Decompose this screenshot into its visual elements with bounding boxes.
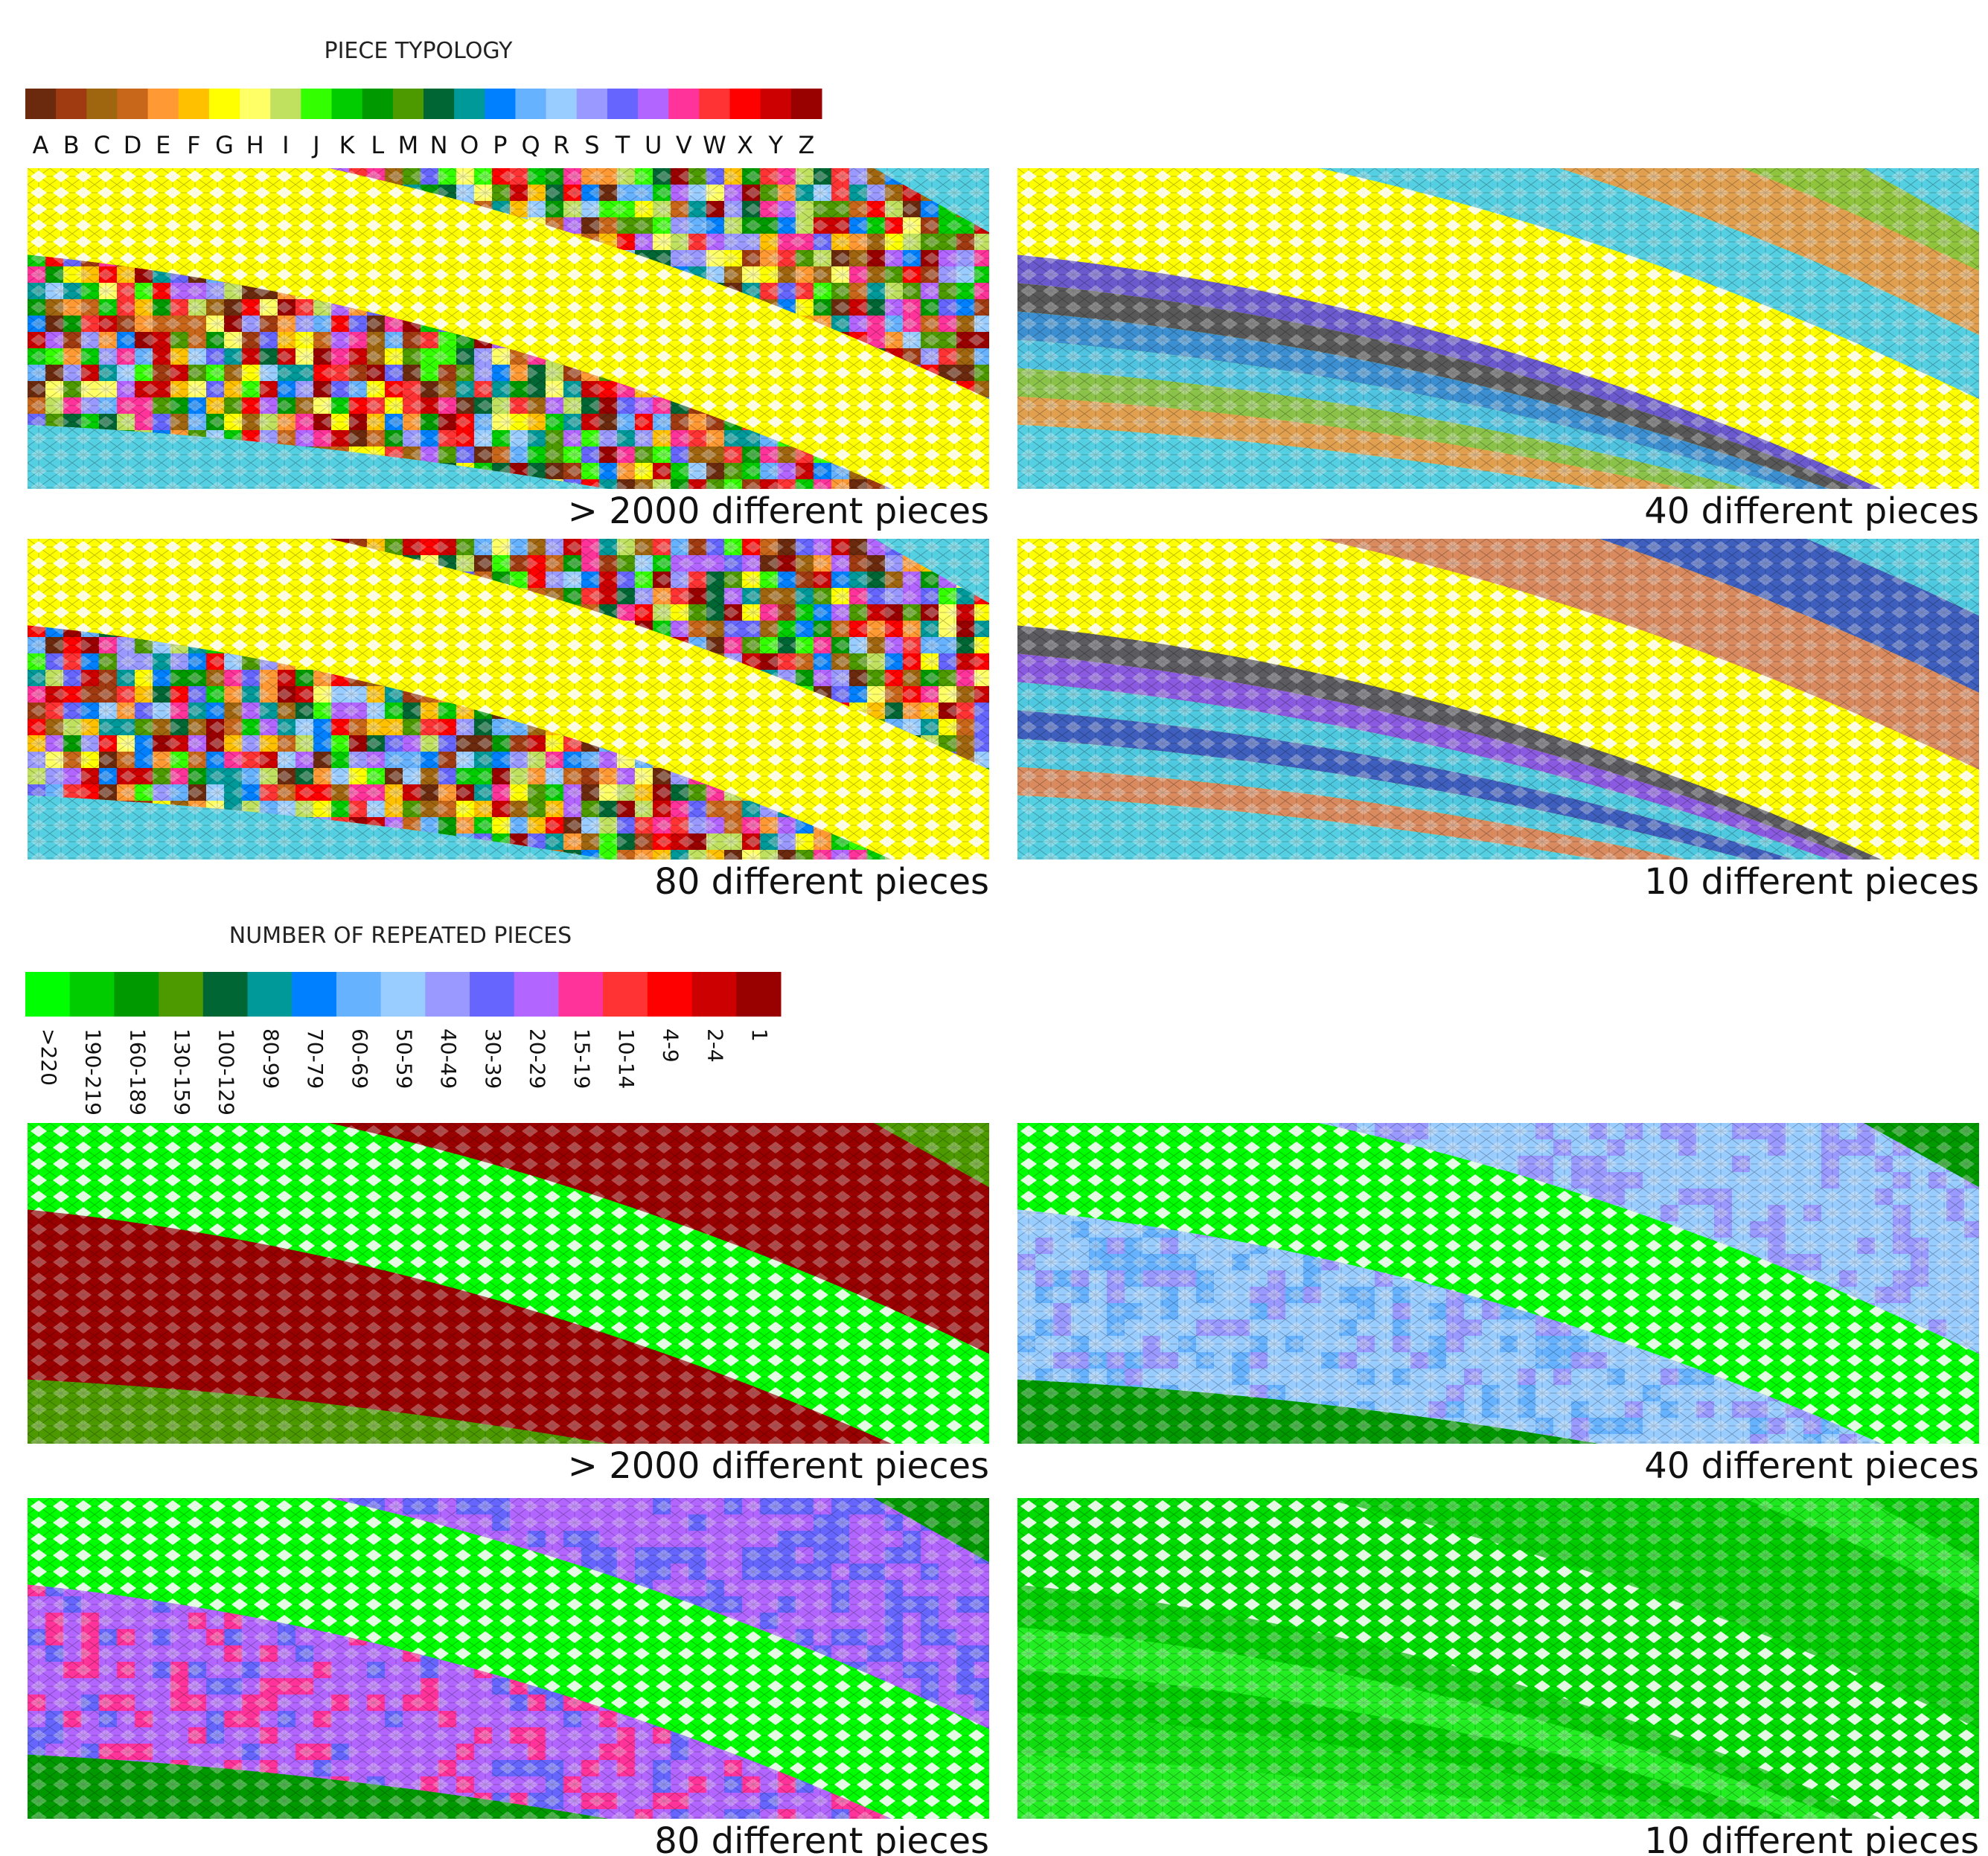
legend-label: 130-159 — [170, 1028, 194, 1116]
legend-label: 4-9 — [659, 1028, 683, 1063]
caption: 40 different pieces — [1644, 490, 1979, 532]
legend-swatch — [179, 89, 210, 119]
legend-swatch — [736, 972, 781, 1017]
legend-swatch — [336, 972, 381, 1017]
legend-swatch — [470, 972, 514, 1017]
legend-swatch — [761, 89, 792, 119]
legend-label: 2-4 — [703, 1028, 727, 1063]
caption: > 2000 different pieces — [568, 490, 989, 532]
legend-label: T — [615, 131, 630, 159]
legend-swatch — [148, 89, 179, 119]
legend-label: M — [398, 131, 419, 159]
legend-label: Q — [521, 131, 540, 159]
legend-swatch — [515, 89, 546, 119]
legend-swatch — [332, 89, 363, 119]
legend-label: 70-79 — [303, 1028, 327, 1089]
legend-swatch — [117, 89, 148, 119]
legend-label: P — [493, 131, 507, 159]
legend-swatch — [56, 89, 87, 119]
legend-swatch — [301, 89, 332, 119]
legend-swatch — [607, 89, 639, 119]
legend-label: 50-59 — [392, 1028, 417, 1089]
legend-swatch — [668, 89, 700, 119]
legend-label: 190-219 — [81, 1028, 106, 1116]
region — [1017, 0, 1979, 78]
legend-label: 60-69 — [348, 1028, 372, 1089]
legend-label: E — [156, 131, 170, 159]
legend-swatch — [25, 972, 70, 1017]
legend-swatch — [270, 89, 301, 119]
legend-swatch — [514, 972, 559, 1017]
legend-swatch — [638, 89, 669, 119]
legend-label: V — [676, 131, 692, 159]
panel — [1017, 0, 1979, 569]
legend-swatch — [692, 972, 737, 1017]
legend-swatch — [393, 89, 424, 119]
legend-swatch — [485, 89, 516, 119]
caption: > 2000 different pieces — [568, 1445, 989, 1487]
legend-label: 160-189 — [125, 1028, 150, 1116]
legend-label: 20-29 — [525, 1028, 550, 1089]
panel — [28, 0, 992, 569]
legend-label: 30-39 — [481, 1028, 505, 1089]
legend-swatch — [209, 89, 240, 119]
legend-swatch — [546, 89, 578, 119]
legend-label: 40-49 — [436, 1028, 461, 1089]
legend-swatch — [424, 89, 455, 119]
legend-label: 100-129 — [214, 1028, 239, 1116]
legend-label: O — [460, 131, 479, 159]
legend-swatch — [292, 972, 336, 1017]
legend-label: J — [311, 131, 319, 159]
legend-label: 10-14 — [614, 1028, 639, 1089]
legend-label: Z — [798, 131, 814, 159]
legend-swatch — [159, 972, 203, 1017]
legend-swatch — [425, 972, 470, 1017]
legend-swatch — [362, 89, 394, 119]
legend-label: I — [282, 131, 289, 159]
legend-title: NUMBER OF REPEATED PIECES — [229, 923, 572, 949]
legend-label: K — [339, 131, 356, 159]
legend-swatch — [454, 89, 485, 119]
legend-swatch — [70, 972, 115, 1017]
legend-label: L — [371, 131, 384, 159]
legend-label: H — [246, 131, 264, 159]
legend-swatch — [240, 89, 271, 119]
legend-swatch — [114, 972, 159, 1017]
legend-label: N — [430, 131, 448, 159]
caption: 80 different pieces — [654, 861, 989, 903]
caption: 10 different pieces — [1644, 861, 1979, 903]
legend-swatch — [558, 972, 603, 1017]
legend-label: X — [737, 131, 753, 159]
legend-swatch — [86, 89, 118, 119]
legend-label: B — [63, 131, 80, 159]
legend-label: 80-99 — [258, 1028, 283, 1089]
legend-label: S — [584, 131, 599, 159]
legend-swatch — [203, 972, 248, 1017]
legend-label: G — [215, 131, 234, 159]
legend-label: C — [94, 131, 110, 159]
legend-swatch — [648, 972, 692, 1017]
legend-label: U — [645, 131, 662, 159]
legend-label: D — [124, 131, 142, 159]
region — [1017, 0, 1979, 143]
legend-swatch — [248, 972, 293, 1017]
legend-swatch — [381, 972, 426, 1017]
legend-swatch — [25, 89, 57, 119]
legend-label: W — [703, 131, 726, 159]
legend-label: >220 — [36, 1028, 61, 1086]
legend-swatch — [791, 89, 822, 119]
legend-swatch — [603, 972, 648, 1017]
legend-swatch — [699, 89, 730, 119]
legend-label: F — [187, 131, 200, 159]
legend-title: PIECE TYPOLOGY — [324, 38, 513, 64]
legend-label: Y — [767, 131, 783, 159]
legend-swatch — [577, 89, 608, 119]
legend-label: A — [33, 131, 49, 159]
legend-label: 15-19 — [569, 1028, 594, 1089]
legend-label: 1 — [747, 1028, 772, 1042]
legend-swatch — [730, 89, 761, 119]
legend-label: R — [553, 131, 569, 159]
